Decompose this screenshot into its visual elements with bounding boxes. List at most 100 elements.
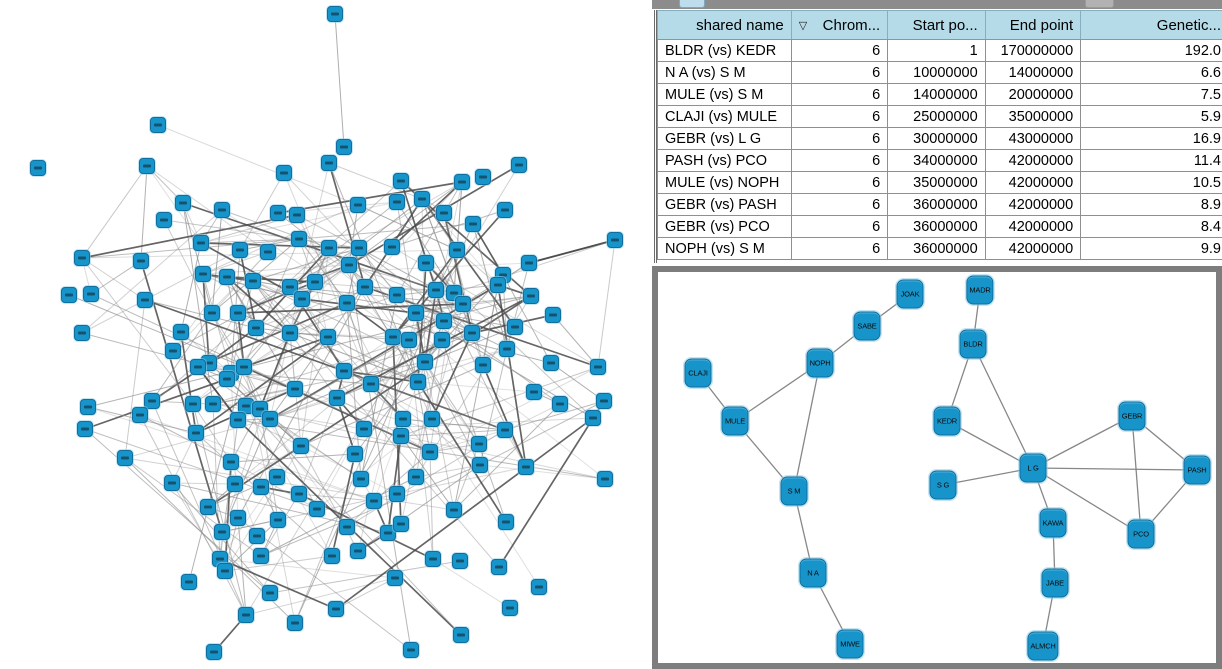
network-node[interactable] <box>436 313 452 329</box>
network-node[interactable] <box>498 514 514 530</box>
network-node[interactable] <box>422 444 438 460</box>
table-cell[interactable]: 42000000 <box>984 149 1082 172</box>
network-node[interactable] <box>408 469 424 485</box>
network-node[interactable] <box>249 528 265 544</box>
table-row[interactable]: CLAJI (vs) MULE 6 25000000 35000000 5.9 <box>657 105 1222 128</box>
network-node[interactable] <box>449 242 465 258</box>
network-node[interactable] <box>245 273 261 289</box>
network-node[interactable] <box>336 139 352 155</box>
column-header-chrom-[interactable]: ▽ Chrom... <box>790 10 889 40</box>
table-cell[interactable]: 14000000 <box>984 61 1082 84</box>
network-node[interactable] <box>410 374 426 390</box>
network-node[interactable] <box>321 155 337 171</box>
network-node[interactable] <box>74 325 90 341</box>
table-cell[interactable]: 34000000 <box>887 149 986 172</box>
network-node[interactable] <box>269 469 285 485</box>
table-cell[interactable]: NOPH (vs) S M <box>657 237 792 260</box>
network-node[interactable] <box>282 325 298 341</box>
network-node[interactable] <box>353 471 369 487</box>
network-node[interactable] <box>200 499 216 515</box>
network-node[interactable] <box>132 407 148 423</box>
network-node[interactable] <box>523 288 539 304</box>
network-node[interactable] <box>597 471 613 487</box>
network-node[interactable] <box>217 563 233 579</box>
network-node[interactable] <box>401 332 417 348</box>
table-cell[interactable]: BLDR (vs) KEDR <box>657 39 792 62</box>
column-header-end-point[interactable]: End point <box>984 10 1082 40</box>
network-node[interactable] <box>471 436 487 452</box>
table-cell[interactable]: 6 <box>790 39 889 62</box>
table-cell[interactable]: N A (vs) S M <box>657 61 792 84</box>
subnetwork-node-gebr[interactable]: GEBR <box>1118 401 1146 431</box>
table-row[interactable]: GEBR (vs) PASH 6 36000000 42000000 8.9 <box>657 193 1222 216</box>
network-node[interactable] <box>236 359 252 375</box>
network-node[interactable] <box>424 411 440 427</box>
network-node[interactable] <box>276 165 292 181</box>
subnetwork-node-pco[interactable]: PCO <box>1127 519 1155 549</box>
network-node[interactable] <box>526 384 542 400</box>
network-node[interactable] <box>309 501 325 517</box>
table-row[interactable]: GEBR (vs) PCO 6 36000000 42000000 8.4 <box>657 215 1222 238</box>
table-cell[interactable]: MULE (vs) S M <box>657 83 792 106</box>
column-header-shared-name[interactable]: shared name <box>657 10 792 40</box>
table-row[interactable]: BLDR (vs) KEDR 6 1 170000000 192.0 <box>657 39 1222 62</box>
network-node[interactable] <box>291 486 307 502</box>
network-node[interactable] <box>227 476 243 492</box>
network-node[interactable] <box>521 255 537 271</box>
table-cell[interactable]: 35000000 <box>984 105 1082 128</box>
network-node[interactable] <box>585 410 601 426</box>
network-node[interactable] <box>248 320 264 336</box>
subnetwork-node-joak[interactable]: JOAK <box>896 279 924 309</box>
table-cell[interactable]: 42000000 <box>984 171 1082 194</box>
network-node[interactable] <box>188 425 204 441</box>
network-node[interactable] <box>455 296 471 312</box>
table-cell[interactable]: 6 <box>790 61 889 84</box>
network-node[interactable] <box>336 363 352 379</box>
network-node[interactable] <box>590 359 606 375</box>
network-node[interactable] <box>414 191 430 207</box>
network-node[interactable] <box>475 169 491 185</box>
table-cell[interactable]: 1 <box>887 39 986 62</box>
subnetwork-node-sabe[interactable]: SABE <box>853 311 881 341</box>
network-node[interactable] <box>543 355 559 371</box>
table-row[interactable]: N A (vs) S M 6 10000000 14000000 6.6 <box>657 61 1222 84</box>
network-node[interactable] <box>230 412 246 428</box>
network-node[interactable] <box>253 479 269 495</box>
network-node[interactable] <box>30 160 46 176</box>
table-cell[interactable]: GEBR (vs) PASH <box>657 193 792 216</box>
table-cell[interactable]: 6 <box>790 105 889 128</box>
network-node[interactable] <box>389 287 405 303</box>
network-node[interactable] <box>552 396 568 412</box>
filter-icon[interactable]: ▽ <box>798 19 808 32</box>
network-node[interactable] <box>260 244 276 260</box>
network-node[interactable] <box>328 601 344 617</box>
network-node[interactable] <box>204 305 220 321</box>
table-cell[interactable]: 6 <box>790 215 889 238</box>
table-cell[interactable]: 42000000 <box>984 215 1082 238</box>
network-node[interactable] <box>511 157 527 173</box>
table-cell[interactable]: 20000000 <box>984 83 1082 106</box>
network-node[interactable] <box>475 357 491 373</box>
network-node[interactable] <box>270 205 286 221</box>
network-node[interactable] <box>403 642 419 658</box>
subnetwork-node-pash[interactable]: PASH <box>1183 455 1211 485</box>
table-cell[interactable]: 36000000 <box>887 193 986 216</box>
network-node[interactable] <box>350 197 366 213</box>
subnetwork-node-mule[interactable]: MULE <box>721 406 749 436</box>
network-node[interactable] <box>253 548 269 564</box>
subnetwork-node-jabe[interactable]: JABE <box>1041 568 1069 598</box>
network-node[interactable] <box>490 277 506 293</box>
table-cell[interactable]: 36000000 <box>887 237 986 260</box>
network-node[interactable] <box>545 307 561 323</box>
network-node[interactable] <box>139 158 155 174</box>
table-cell[interactable]: 8.9 <box>1080 193 1222 216</box>
network-node[interactable] <box>350 543 366 559</box>
network-node[interactable] <box>150 117 166 133</box>
network-node[interactable] <box>366 493 382 509</box>
network-node[interactable] <box>238 607 254 623</box>
table-cell[interactable]: 42000000 <box>984 193 1082 216</box>
table-cell[interactable]: 6 <box>790 83 889 106</box>
network-node[interactable] <box>417 354 433 370</box>
network-node[interactable] <box>384 239 400 255</box>
network-node[interactable] <box>289 207 305 223</box>
